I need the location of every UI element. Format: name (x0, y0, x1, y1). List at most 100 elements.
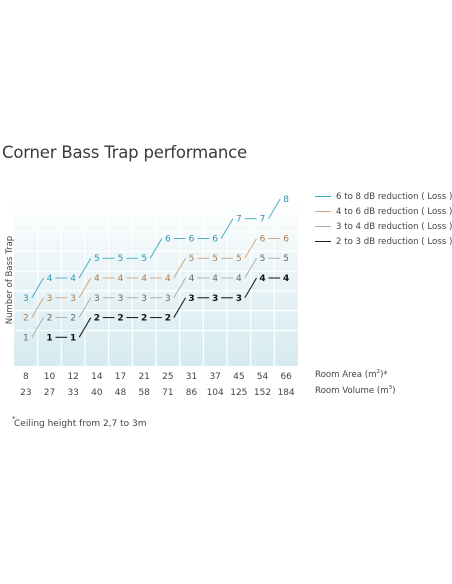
x-tick-label-area: 8 (23, 372, 29, 382)
chart-title: Corner Bass Trap performance (2, 143, 247, 162)
data-label: 6 (260, 234, 266, 244)
data-label: 2 (47, 314, 53, 324)
legend-swatch-3-4db (315, 225, 331, 228)
footnote: Ceiling height from 2,7 to 3m (14, 419, 147, 429)
footnote-marker: * (12, 415, 16, 423)
room-volume-label-suffix: ) (392, 385, 396, 396)
data-label: 4 (259, 274, 265, 284)
legend-swatch-2-3db (315, 240, 331, 243)
x-tick-label-area: 45 (233, 372, 244, 382)
data-label: 2 (117, 314, 123, 324)
data-label: 3 (70, 294, 76, 304)
series-line-segment (268, 198, 281, 219)
series-line-segment (31, 317, 44, 338)
series-line-segment (244, 277, 257, 299)
data-label: 6 (212, 234, 218, 244)
x-tick-label-area: 37 (209, 372, 220, 382)
legend-item-4-6db: 4 to 6 dB reduction ( Loss ) (315, 204, 452, 219)
data-label: 3 (236, 294, 242, 304)
data-label: 3 (165, 294, 171, 304)
x-tick-label-area: 31 (186, 372, 197, 382)
x-tick-label-volume: 125 (230, 388, 247, 398)
data-label: 4 (283, 274, 289, 284)
series-line-segment (173, 297, 186, 318)
series-line-segment (31, 297, 44, 318)
x-tick-label-volume: 152 (254, 388, 271, 398)
legend-label-2-3db: 2 to 3 dB reduction ( Loss ) (336, 236, 452, 247)
data-label: 1 (70, 333, 76, 343)
data-label: 4 (94, 274, 100, 284)
x-tick-label-area: 54 (257, 372, 269, 382)
data-label: 6 (189, 234, 195, 244)
x-tick-label-area: 66 (280, 372, 292, 382)
data-label: 2 (165, 314, 171, 324)
data-label: 2 (70, 314, 76, 324)
data-label: 3 (188, 294, 194, 304)
legend-label-4-6db: 4 to 6 dB reduction ( Loss ) (336, 206, 452, 217)
series-line-segment (244, 238, 257, 259)
series-line-segment (173, 277, 186, 299)
data-label: 1 (23, 333, 29, 343)
room-area-label-suffix: )* (379, 369, 388, 380)
x-tick-label-area: 12 (67, 372, 78, 382)
x-tick-label-area: 14 (91, 372, 103, 382)
x-tick-label-volume: 58 (138, 388, 150, 398)
room-volume-label: Room Volume (m3) (315, 385, 395, 396)
legend-label-3-4db: 3 to 4 dB reduction ( Loss ) (336, 221, 452, 232)
data-label: 4 (236, 274, 242, 284)
data-label: 4 (165, 274, 171, 284)
legend-swatch-6-8db (315, 195, 331, 198)
x-tick-label-volume: 27 (44, 388, 55, 398)
data-label: 7 (236, 215, 242, 225)
data-label: 6 (165, 234, 171, 244)
data-label: 8 (283, 195, 289, 205)
x-tick-label-area: 10 (44, 372, 56, 382)
data-label: 4 (118, 274, 124, 284)
data-label: 5 (189, 254, 195, 264)
data-label: 1 (46, 333, 52, 343)
x-tick-label-volume: 86 (186, 388, 198, 398)
series-line-segment (78, 258, 92, 279)
x-tick-label-volume: 184 (278, 388, 295, 398)
series-line-segment (220, 218, 234, 239)
series-line-segment (78, 277, 92, 299)
x-tick-label-volume: 71 (162, 388, 173, 398)
series-line-segment (244, 258, 257, 279)
data-label: 3 (141, 294, 147, 304)
series-line-segment (78, 297, 92, 318)
data-label: 2 (23, 314, 29, 324)
legend-label-6-8db: 6 to 8 dB reduction ( Loss ) (336, 191, 452, 202)
data-label: 3 (212, 294, 218, 304)
x-tick-label-area: 21 (138, 372, 149, 382)
data-label: 2 (141, 314, 147, 324)
data-label: 5 (118, 254, 124, 264)
x-tick-label-area: 17 (115, 372, 126, 382)
data-label: 5 (236, 254, 242, 264)
room-volume-label-text: Room Volume (m (315, 385, 389, 396)
data-label: 3 (118, 294, 124, 304)
room-area-unit-exponent: 2 (376, 369, 380, 375)
series-line-segment (149, 238, 163, 259)
data-label: 4 (141, 274, 147, 284)
x-tick-label-volume: 104 (207, 388, 224, 398)
data-label: 4 (70, 274, 76, 284)
x-tick-label-volume: 33 (67, 388, 78, 398)
data-label: 5 (212, 254, 218, 264)
data-label: 4 (189, 274, 195, 284)
legend-swatch-4-6db (315, 210, 331, 213)
data-label: 5 (94, 254, 100, 264)
x-tick-label-area: 25 (162, 372, 173, 382)
legend-item-2-3db: 2 to 3 dB reduction ( Loss ) (315, 234, 452, 249)
chart-legend: 6 to 8 dB reduction ( Loss ) 4 to 6 dB r… (315, 189, 452, 249)
series-line-segment (31, 277, 44, 299)
data-label: 5 (141, 254, 147, 264)
data-label: 4 (212, 274, 218, 284)
data-label: 5 (260, 254, 266, 264)
legend-item-3-4db: 3 to 4 dB reduction ( Loss ) (315, 219, 452, 234)
data-label: 2 (94, 314, 100, 324)
room-area-label-text: Room Area (m (315, 369, 377, 380)
data-label: 3 (94, 294, 100, 304)
data-label: 5 (283, 254, 289, 264)
room-area-label: Room Area (m2)* (315, 369, 388, 380)
